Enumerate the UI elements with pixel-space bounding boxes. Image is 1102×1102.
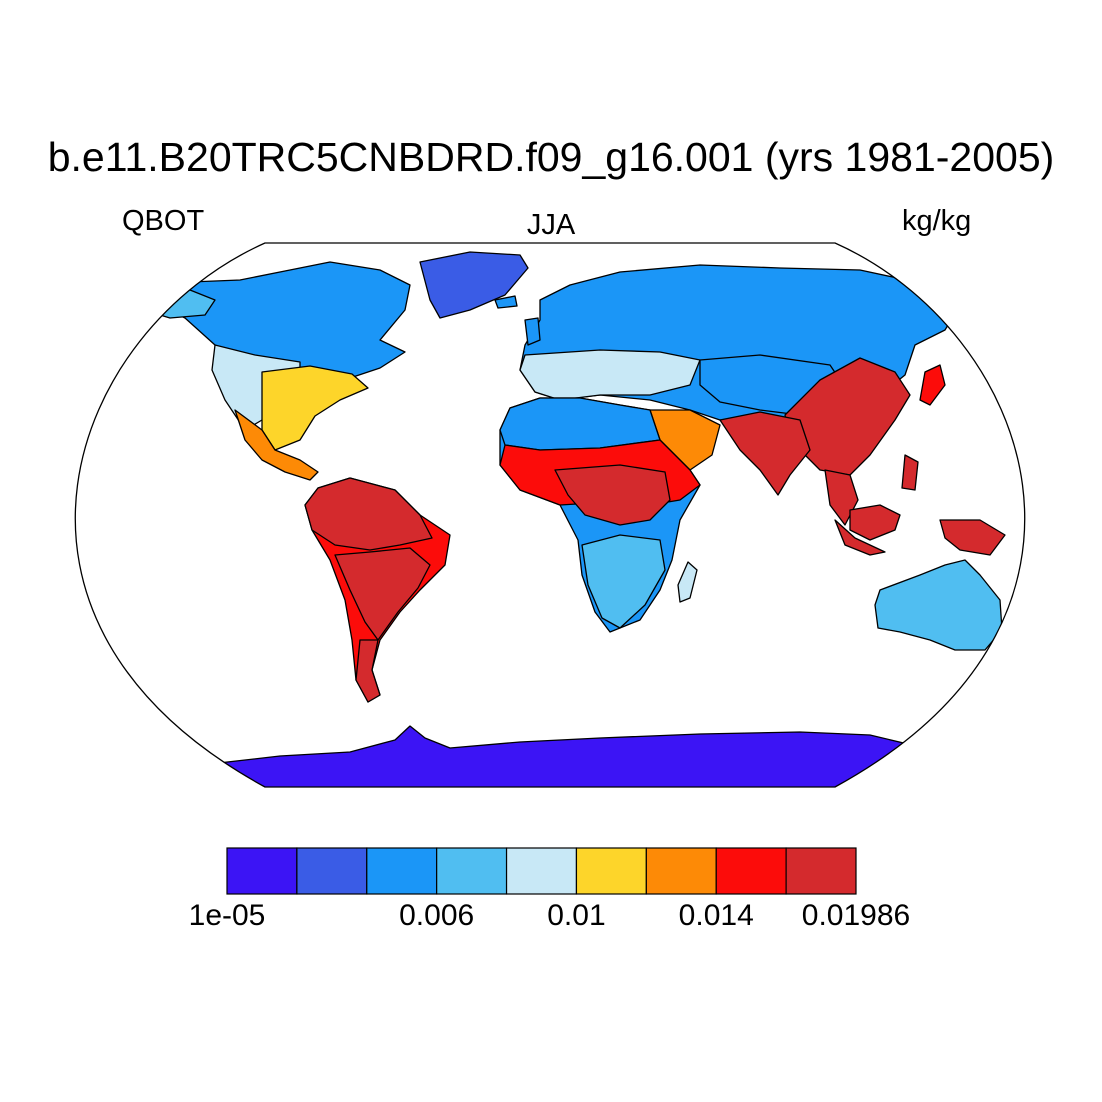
units-label: kg/kg (902, 205, 972, 237)
region-amazon (304, 477, 433, 551)
colorbar-swatch (296, 847, 368, 895)
map-border (74, 242, 1026, 788)
region-britain (524, 317, 541, 346)
region-mediterranean (519, 349, 701, 401)
colorbar-swatch (366, 847, 438, 895)
colorbar-label: 0.006 (399, 899, 475, 932)
colorbar-swatch (645, 847, 717, 895)
colorbar-swatch (785, 847, 857, 895)
region-central-america (234, 409, 319, 481)
region-central-africa (554, 464, 671, 526)
plot-title: b.e11.B20TRC5CNBDRD.f09_g16.001 (yrs 198… (47, 134, 1055, 180)
region-iceland (494, 295, 518, 309)
colorbar-swatch (436, 847, 508, 895)
region-india (719, 411, 811, 496)
colorbar-swatch (715, 847, 787, 895)
colorbar-swatch (226, 847, 298, 895)
region-southern-sa (334, 547, 431, 641)
region-patagonia (355, 639, 381, 703)
colorbar-label: 0.01 (547, 899, 606, 932)
colorbar-label: 1e-05 (188, 899, 266, 932)
colorbar-swatch (575, 847, 647, 895)
region-greenland (419, 251, 529, 319)
region-indonesia (849, 504, 901, 541)
colorbar-label: 0.01986 (801, 899, 911, 932)
region-new-guinea (939, 519, 1006, 556)
season-label: JJA (526, 209, 576, 241)
region-se-us (261, 365, 369, 451)
colorbar-swatch (505, 847, 578, 895)
region-southern-africa (581, 534, 666, 629)
region-philippines (901, 454, 919, 491)
colorbar-label: 0.014 (678, 899, 754, 932)
region-madagascar (677, 561, 698, 603)
region-japan (919, 364, 946, 406)
variable-label: QBOT (122, 205, 205, 237)
region-sumatra (834, 519, 886, 556)
